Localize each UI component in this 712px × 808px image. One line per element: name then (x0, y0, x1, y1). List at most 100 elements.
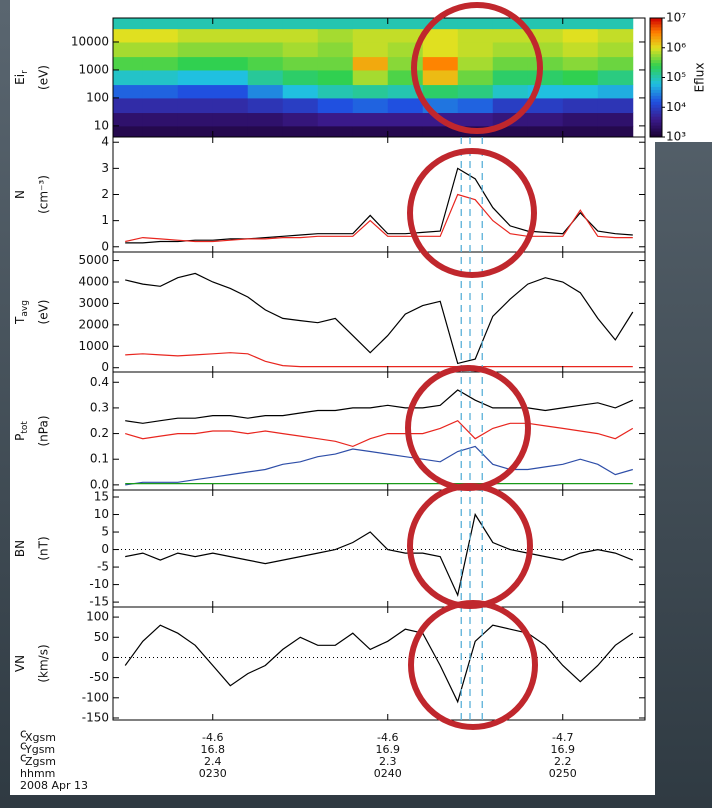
spectrogram-cell (597, 84, 634, 99)
spectrogram-cell (527, 18, 564, 30)
colorbar-segment (650, 41, 662, 46)
y-tick-label: 0.0 (90, 477, 109, 491)
spectrogram-cell (492, 125, 529, 137)
spectrogram-cell (352, 69, 389, 86)
colorbar-segment (650, 74, 662, 78)
spectrogram-cell (387, 97, 424, 114)
spectrogram-cell (562, 69, 599, 86)
series-line (125, 389, 634, 424)
spectrogram-cell (142, 84, 179, 99)
colorbar-tick-label: 10⁵ (666, 70, 686, 84)
colorbar-segment (650, 62, 662, 67)
spectrogram-cell (457, 28, 494, 43)
series-line (125, 352, 633, 368)
spectrogram-cell (113, 84, 144, 99)
y-tick-label: 1000 (78, 62, 109, 76)
y-axis-label: VN (13, 655, 27, 672)
ephemeris-value: 16.9 (376, 743, 401, 756)
spectrogram-cell (457, 41, 494, 58)
highlight-circle (408, 600, 538, 730)
y-tick-label: -5 (97, 560, 109, 574)
spectrogram-cell (597, 97, 634, 114)
y-axis-label-main: VN (13, 655, 27, 672)
spectrogram-cell (142, 56, 179, 71)
spectrogram-cell (422, 28, 459, 43)
spectrogram-cell (317, 112, 354, 127)
y-tick-label: 3 (101, 161, 109, 175)
spectrogram-cell (247, 28, 284, 43)
spectrogram-cell (177, 97, 214, 114)
y-axis-unit: (eV) (37, 300, 51, 325)
y-tick-label: 3000 (78, 296, 109, 310)
spectrogram-cell (317, 18, 354, 30)
spectrogram-cell (113, 28, 144, 43)
colorbar-segment (650, 59, 662, 64)
y-tick-label: 1 (101, 213, 109, 227)
colorbar-segment (650, 44, 662, 49)
spectrogram-cell (422, 56, 459, 71)
y-tick-label: 0 (101, 542, 109, 556)
colorbar-segment (650, 23, 662, 28)
highlight-circle (407, 148, 537, 278)
x-tick-label: 0250 (549, 767, 577, 780)
spectrogram (113, 18, 634, 137)
y-tick-label: 100 (86, 610, 109, 624)
spectrogram-cell (597, 69, 634, 86)
spectrogram-cell (597, 125, 634, 137)
colorbar-tick-label: 10⁷ (666, 11, 686, 25)
colorbar-segment (650, 32, 662, 37)
colorbar-segment (650, 119, 662, 123)
y-tick-label: -150 (82, 710, 109, 724)
colorbar-segment (650, 68, 662, 73)
ephemeris-label: Ygsm (24, 743, 55, 756)
ephemeris-value: -4.6 (202, 731, 223, 744)
ephemeris-prefix: c (20, 727, 27, 741)
spectrogram-cell (113, 125, 144, 137)
spectrogram-cell (317, 28, 354, 43)
spectrogram-cell (387, 56, 424, 71)
spectrogram-cell (387, 112, 424, 127)
spectrogram-cell (282, 69, 319, 86)
colorbar-segment (650, 71, 662, 76)
spectrogram-cell (527, 125, 564, 137)
spectrogram-cell (282, 28, 319, 43)
y-axis-label: N (13, 190, 27, 199)
spectrogram-cell (142, 125, 179, 137)
ephemeris-value: 2.3 (379, 755, 397, 768)
spectrogram-cell (352, 28, 389, 43)
spectrogram-cell (177, 112, 214, 127)
y-axis-unit: (nT) (37, 536, 51, 560)
y-tick-label: 0 (101, 650, 109, 664)
series-line (125, 445, 633, 486)
spectrogram-cell (352, 18, 389, 30)
spectrogram-cell (422, 41, 459, 58)
spectrogram-cell (562, 18, 599, 30)
colorbar-segment (650, 38, 662, 43)
spectrogram-cell (387, 28, 424, 43)
spectrogram-cell (113, 112, 144, 127)
colorbar-segment (650, 83, 662, 87)
y-axis-unit: (cm⁻³) (37, 175, 51, 214)
spectrogram-cell (562, 125, 599, 137)
series-line (125, 512, 634, 597)
spectrogram-cell (247, 41, 284, 58)
colorbar-tick-label: 10⁴ (666, 100, 686, 114)
spectrogram-cell (212, 125, 249, 137)
spectrogram-cell (457, 56, 494, 71)
colorbar-segment (650, 80, 662, 84)
spectrogram-cell (457, 18, 494, 30)
colorbar-segment (650, 122, 662, 126)
y-tick-label: 4 (101, 135, 109, 149)
y-tick-label: 0 (101, 360, 109, 374)
spectrogram-cell (282, 18, 319, 30)
colorbar-segment (650, 18, 662, 22)
y-tick-label: -15 (89, 595, 109, 609)
y-axis-label-sub: tot (20, 421, 30, 434)
y-tick-label: 0.1 (90, 452, 109, 466)
y-tick-label: 2000 (78, 317, 109, 331)
spectrogram-cell (597, 41, 634, 58)
colorbar-segment (650, 92, 662, 96)
y-tick-label: 0.3 (90, 400, 109, 414)
y-tick-label: 4000 (78, 275, 109, 289)
series-line (125, 193, 633, 243)
